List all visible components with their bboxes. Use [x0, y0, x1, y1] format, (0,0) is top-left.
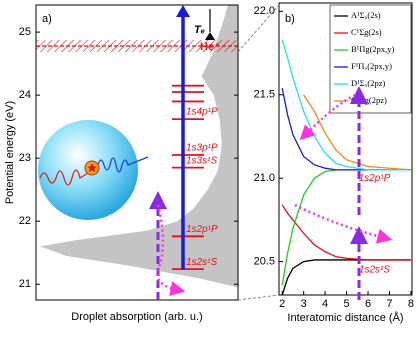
legend-box — [329, 4, 412, 114]
x-tick-label: 6 — [365, 298, 371, 310]
legend-label: G¹Σg(2pz) — [351, 95, 387, 105]
x-tick-label: 5 — [344, 298, 350, 310]
legend-label: B¹Πg(2px,y) — [351, 44, 395, 54]
x-tick-label: 8 — [408, 298, 414, 310]
legend-label: A¹Σᵤ(2s) — [351, 10, 381, 20]
frame — [35, 4, 239, 301]
arrow-label: Tₑ — [194, 24, 205, 36]
photon-wave — [39, 169, 89, 186]
y-axis-label: Potential energy (eV) — [4, 101, 16, 204]
legend-label: C¹Σg(2s) — [351, 27, 382, 37]
level-label: 1s4p¹P — [186, 107, 218, 118]
relaxation-arrow — [156, 204, 186, 296]
relaxation-arrow — [299, 93, 356, 141]
frame — [278, 2, 413, 296]
y-tick-label: 22 — [19, 215, 31, 227]
x-axis-label: Droplet absorption (arb. u.) — [71, 311, 202, 323]
plots: He⁺1s2s¹S1s2p¹P1s3s¹S1s3p¹P1s4p¹PTₑ21222… — [4, 2, 414, 324]
legend-label: F¹Πᵤ(2px,y) — [351, 61, 392, 71]
relaxation-arrow — [294, 203, 393, 244]
absorption-profile — [40, 5, 238, 288]
ion-label: He⁺ — [200, 41, 220, 53]
y-tick-label: 21.0 — [254, 172, 275, 184]
curve — [281, 39, 411, 171]
x-tick-label: 4 — [322, 298, 328, 310]
level-label: 1s2s¹S — [186, 257, 217, 268]
arrow-head — [205, 31, 215, 40]
y-tick-label: 23 — [19, 152, 31, 164]
y-tick-label: 21.5 — [254, 89, 275, 101]
connector — [237, 294, 280, 301]
y-tick-label: 25 — [19, 26, 31, 38]
panel-label: b) — [285, 13, 295, 25]
electron-wave — [97, 156, 149, 173]
level-label: 1s3p¹P — [186, 143, 218, 154]
y-tick-label: 21 — [19, 278, 31, 290]
curve — [281, 204, 411, 261]
y-tick-label: 22.0 — [254, 5, 275, 17]
arrow-head — [176, 5, 190, 17]
annotation: 1s2p¹P — [359, 173, 391, 184]
level-label: 1s3s¹S — [186, 155, 217, 166]
x-axis-label: Interatomic distance (Å) — [287, 311, 403, 324]
level-label: 1s2p¹P — [186, 224, 218, 235]
ion-band — [36, 39, 238, 52]
panel-label: a) — [42, 13, 52, 25]
y-tick-label: 24 — [19, 89, 31, 101]
x-tick-label: 2 — [279, 298, 285, 310]
x-tick-label: 7 — [386, 298, 392, 310]
curve — [281, 87, 411, 171]
annotation: 1s2s¹S — [359, 265, 390, 276]
x-tick-label: 3 — [301, 298, 307, 310]
legend-label: D¹Σᵤ(2pz) — [351, 78, 386, 88]
star — [87, 163, 97, 173]
curve — [303, 94, 411, 171]
y-tick-label: 20.5 — [254, 256, 275, 268]
curve — [281, 259, 411, 296]
connector — [237, 4, 280, 53]
